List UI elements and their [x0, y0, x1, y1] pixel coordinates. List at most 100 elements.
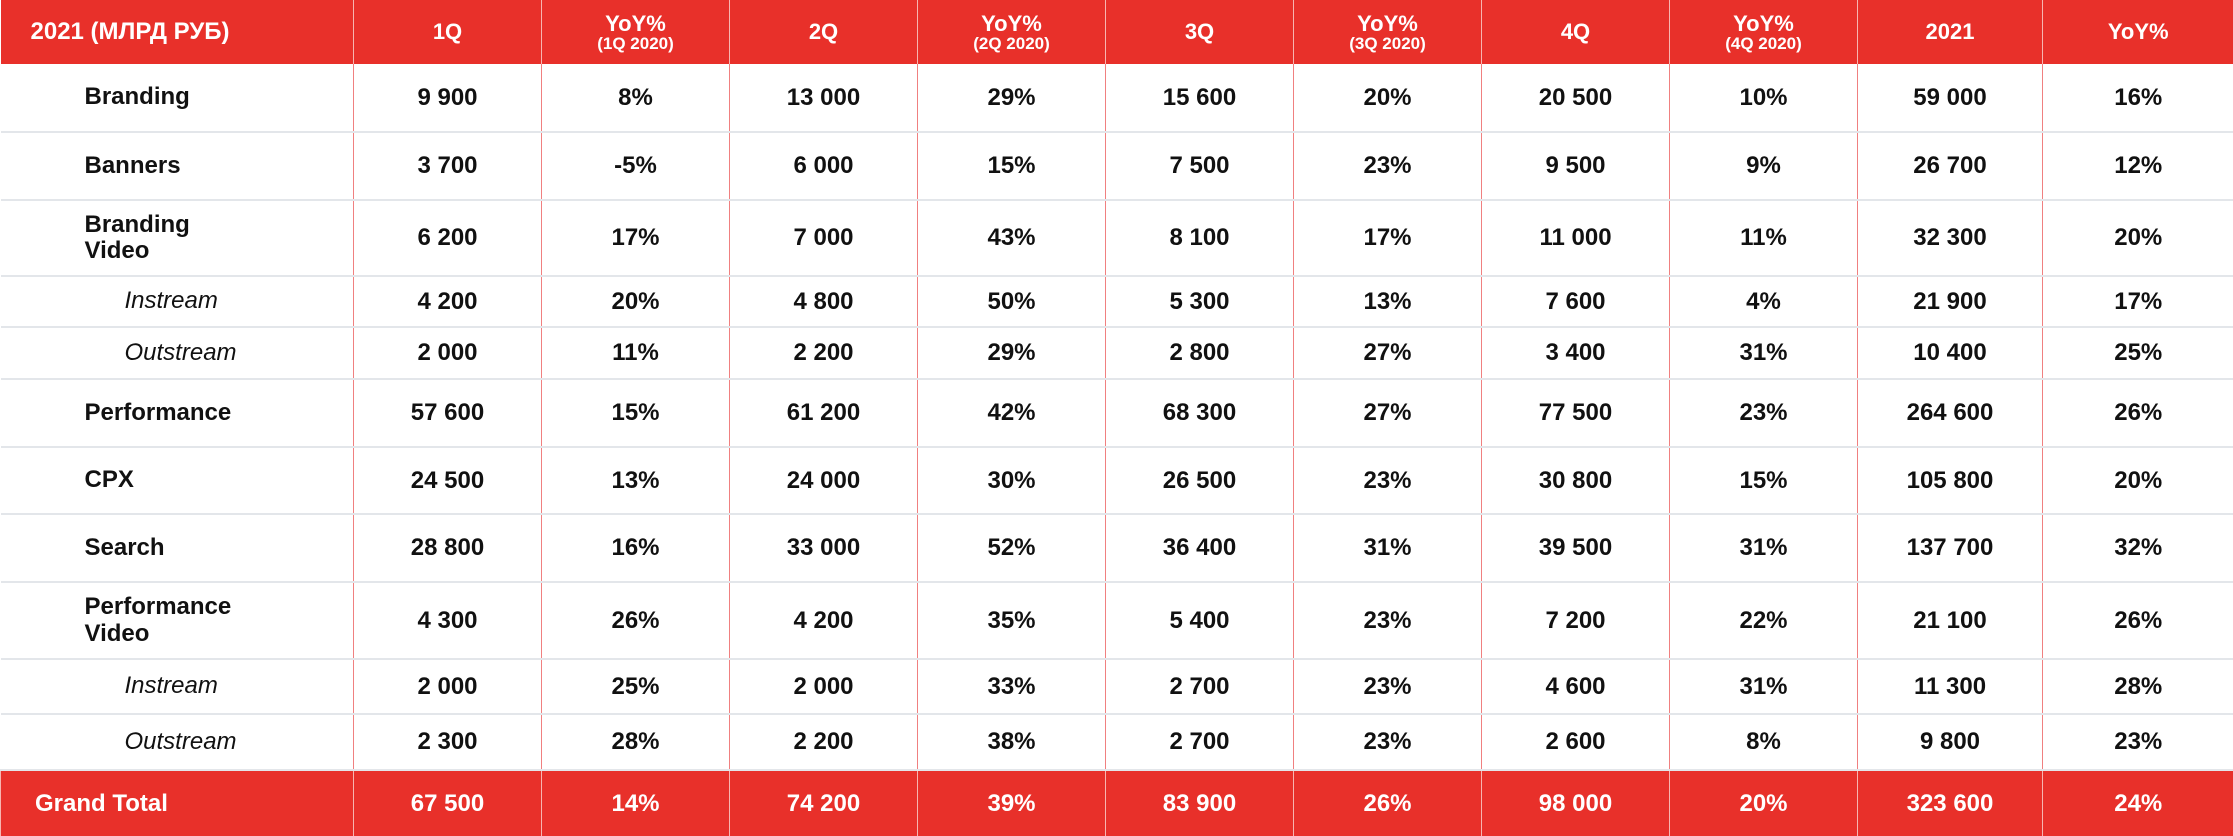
table-cell: 11% [1670, 200, 1858, 276]
table-cell: 27% [1294, 379, 1482, 447]
table-cell: 98 000 [1482, 770, 1670, 836]
table-cell: 26% [2043, 379, 2233, 447]
row-label: Performance [1, 379, 354, 447]
table-cell: 2 000 [354, 327, 542, 379]
table-cell: 20% [1670, 770, 1858, 836]
table-cell: 21 900 [1858, 276, 2043, 327]
table-cell: 323 600 [1858, 770, 2043, 836]
row-label: Instream [1, 276, 354, 327]
table-cell: 9 800 [1858, 714, 2043, 770]
table-cell: 23% [1294, 132, 1482, 200]
column-header-label: YoY% [2108, 19, 2169, 44]
table-cell: 67 500 [354, 770, 542, 836]
table-cell: 28% [2043, 659, 2233, 714]
row-label: Outstream [1, 327, 354, 379]
table-cell: 20% [2043, 200, 2233, 276]
table-cell: 31% [1670, 659, 1858, 714]
table-title: 2021 (МЛРД РУБ) [1, 0, 354, 64]
table-cell: 2 700 [1106, 714, 1294, 770]
table-cell: 15 600 [1106, 64, 1294, 132]
table-cell: 26 700 [1858, 132, 2043, 200]
table-cell: 4 300 [354, 582, 542, 659]
table-cell: 4 200 [730, 582, 918, 659]
table-cell: 4 800 [730, 276, 918, 327]
table-cell: 33 000 [730, 514, 918, 582]
table-cell: 27% [1294, 327, 1482, 379]
table-cell: 264 600 [1858, 379, 2043, 447]
table-cell: 30% [918, 447, 1106, 514]
row-label-text: Performance Video [85, 594, 225, 647]
table-cell: 2 700 [1106, 659, 1294, 714]
table-cell: 20% [2043, 447, 2233, 514]
table-cell: 6 200 [354, 200, 542, 276]
table-cell: 22% [1670, 582, 1858, 659]
row-label-text: Instream [125, 287, 218, 314]
table-cell: 57 600 [354, 379, 542, 447]
table-cell: 24% [2043, 770, 2233, 836]
table-cell: 9% [1670, 132, 1858, 200]
column-header-label: 4Q [1561, 19, 1590, 44]
table-cell: 33% [918, 659, 1106, 714]
row-label: Grand Total [1, 770, 354, 836]
table-cell: 26 500 [1106, 447, 1294, 514]
table-cell: 83 900 [1106, 770, 1294, 836]
table-cell: 21 100 [1858, 582, 2043, 659]
table-cell: 7 200 [1482, 582, 1670, 659]
column-header-label: 3Q [1185, 19, 1214, 44]
table-cell: 20 500 [1482, 64, 1670, 132]
row-label-text: Branding [85, 83, 190, 110]
table-cell: 31% [1670, 514, 1858, 582]
table-cell: 23% [2043, 714, 2233, 770]
table-cell: 3 700 [354, 132, 542, 200]
column-header: YoY% [2043, 0, 2233, 64]
table-cell: 38% [918, 714, 1106, 770]
column-header-label: 2021 [1926, 19, 1975, 44]
row-label: Branding [1, 64, 354, 132]
row-label: Search [1, 514, 354, 582]
table-cell: 8% [542, 64, 730, 132]
table-cell: 105 800 [1858, 447, 2043, 514]
table-cell: 2 000 [354, 659, 542, 714]
table-cell: 68 300 [1106, 379, 1294, 447]
table-cell: 13% [542, 447, 730, 514]
table-cell: 2 300 [354, 714, 542, 770]
table-cell: 17% [2043, 276, 2233, 327]
row-label-text: Outstream [125, 728, 237, 755]
column-header: 2Q [730, 0, 918, 64]
table-cell: 43% [918, 200, 1106, 276]
table-cell: 16% [2043, 64, 2233, 132]
table-cell: 9 500 [1482, 132, 1670, 200]
table-cell: 2 800 [1106, 327, 1294, 379]
table-cell: 15% [918, 132, 1106, 200]
table-cell: 32% [2043, 514, 2233, 582]
table-cell: 17% [542, 200, 730, 276]
table-cell: 11 000 [1482, 200, 1670, 276]
column-header-label: YoY% [1733, 11, 1794, 36]
table-cell: 11% [542, 327, 730, 379]
column-header-sub: (2Q 2020) [918, 35, 1105, 53]
table-cell: 12% [2043, 132, 2233, 200]
row-label: CPX [1, 447, 354, 514]
table-cell: 20% [1294, 64, 1482, 132]
table-cell: 29% [918, 327, 1106, 379]
table-cell: 31% [1294, 514, 1482, 582]
table-cell: 6 000 [730, 132, 918, 200]
table-cell: -5% [542, 132, 730, 200]
table-cell: 24 000 [730, 447, 918, 514]
column-header-sub: (1Q 2020) [542, 35, 729, 53]
table-cell: 14% [542, 770, 730, 836]
column-header-label: YoY% [1357, 11, 1418, 36]
row-label: Performance Video [1, 582, 354, 659]
table-cell: 39 500 [1482, 514, 1670, 582]
table-cell: 25% [2043, 327, 2233, 379]
row-label: Outstream [1, 714, 354, 770]
column-header: YoY%(4Q 2020) [1670, 0, 1858, 64]
